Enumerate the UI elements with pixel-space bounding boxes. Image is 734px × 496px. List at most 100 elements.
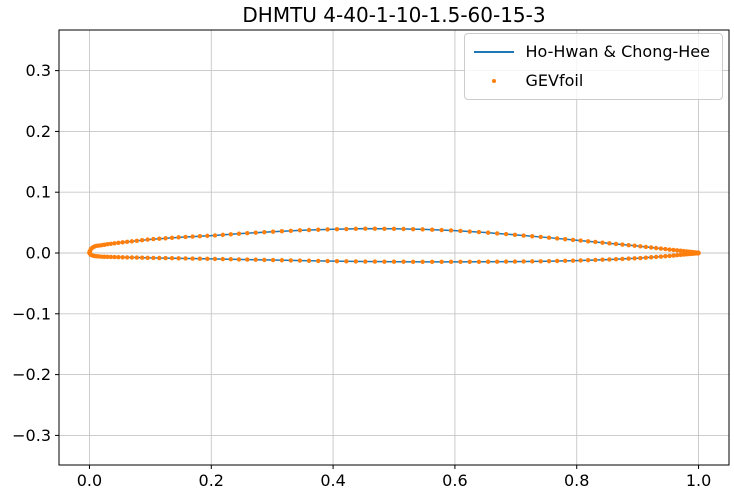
gevfoil-marker xyxy=(151,236,156,242)
legend-line-swatch xyxy=(473,42,514,62)
gevfoil-marker xyxy=(632,256,637,261)
y-tick-label: 0.3 xyxy=(26,61,51,80)
gevfoil-marker xyxy=(585,258,591,263)
gevfoil-marker xyxy=(236,231,242,236)
gevfoil-marker xyxy=(439,227,444,233)
gevfoil-marker xyxy=(530,234,535,239)
gevfoil-marker xyxy=(253,257,258,262)
legend-dot-swatch xyxy=(474,71,514,91)
gevfoil-marker xyxy=(663,254,668,259)
gevfoil-marker xyxy=(169,256,175,261)
gevfoil-marker xyxy=(562,236,568,242)
gevfoil-marker xyxy=(382,259,387,264)
legend: Ho-Hwan & Chong-Hee GEVfoil xyxy=(463,33,723,100)
gevfoil-marker xyxy=(353,259,359,264)
gevfoil-marker xyxy=(363,226,368,231)
gevfoil-marker xyxy=(674,248,680,253)
gevfoil-marker xyxy=(530,259,535,264)
gevfoil-marker xyxy=(176,256,181,261)
gevfoil-marker xyxy=(325,227,330,232)
legend-item-scatter-series: GEVfoil xyxy=(474,71,711,91)
gevfoil-marker xyxy=(667,253,672,259)
y-tick-label: −0.2 xyxy=(12,365,51,384)
gevfoil-marker xyxy=(112,241,117,246)
gevfoil-marker xyxy=(503,259,509,264)
gevfoil-marker xyxy=(620,242,625,247)
gevfoil-marker xyxy=(344,226,349,232)
gevfoil-marker xyxy=(108,241,114,246)
legend-item-line-series: Ho-Hwan & Chong-Hee xyxy=(473,42,711,62)
gevfoil-marker xyxy=(467,229,472,234)
gevfoil-marker xyxy=(626,242,631,248)
gevfoil-marker xyxy=(620,256,625,262)
gevfoil-marker xyxy=(410,226,416,232)
gevfoil-marker xyxy=(270,229,276,234)
gevfoil-marker xyxy=(667,247,672,252)
y-tick-label: 0.1 xyxy=(26,183,51,202)
gevfoil-marker xyxy=(134,238,140,243)
gevfoil-marker xyxy=(420,227,425,232)
gevfoil-marker xyxy=(429,227,435,232)
gevfoil-marker xyxy=(116,255,121,260)
x-tick-label: 0.8 xyxy=(564,471,589,490)
gevfoil-marker xyxy=(145,237,150,242)
gevfoil-marker xyxy=(212,233,218,238)
gevfoil-marker xyxy=(288,228,294,233)
gevfoil-marker xyxy=(151,255,156,261)
gevfoil-marker xyxy=(653,245,659,251)
gevfoil-marker xyxy=(494,259,500,264)
gevfoil-marker xyxy=(245,257,250,262)
gevfoil-marker xyxy=(297,258,303,263)
y-tick-label: 0.0 xyxy=(26,244,51,263)
gevfoil-marker xyxy=(228,257,234,262)
gevfoil-marker xyxy=(410,259,416,264)
chart-title: DHMTU 4-40-1-10-1.5-60-15-3 xyxy=(242,3,546,27)
legend-label: GEVfoil xyxy=(525,71,584,90)
gevfoil-marker xyxy=(124,255,130,260)
gevfoil-marker xyxy=(157,255,162,261)
gevfoil-scatter-points xyxy=(87,226,701,265)
gevfoil-marker xyxy=(116,240,121,246)
gevfoil-marker xyxy=(124,239,130,245)
gevfoil-marker xyxy=(129,255,135,260)
gevfoil-marker xyxy=(183,234,188,240)
gevfoil-marker xyxy=(593,239,598,245)
gevfoil-marker xyxy=(658,246,664,251)
gevfoil-marker xyxy=(429,259,435,265)
gevfoil-marker xyxy=(325,258,330,264)
gevfoil-marker xyxy=(626,256,631,261)
gevfoil-marker xyxy=(205,256,210,261)
gevfoil-marker xyxy=(512,259,518,264)
gevfoil-marker xyxy=(439,259,444,265)
gevfoil-marker xyxy=(521,233,526,238)
gevfoil-marker xyxy=(600,240,605,245)
gevfoil-marker xyxy=(600,257,605,262)
gevfoil-marker xyxy=(638,244,643,249)
gevfoil-marker xyxy=(197,234,203,239)
gevfoil-marker xyxy=(112,254,117,260)
x-tick-label: 0.2 xyxy=(199,471,224,490)
gevfoil-marker xyxy=(316,258,321,264)
line-sample-icon xyxy=(473,51,514,53)
gevfoil-marker xyxy=(585,239,591,244)
gevfoil-marker xyxy=(253,230,258,235)
gevfoil-marker xyxy=(546,235,552,240)
gevfoil-marker xyxy=(546,258,552,264)
gevfoil-marker xyxy=(382,226,387,231)
legend-label: Ho-Hwan & Chong-Hee xyxy=(525,42,711,61)
gevfoil-marker xyxy=(163,255,168,261)
x-tick-label: 0.6 xyxy=(442,471,467,490)
gevfoil-marker xyxy=(102,254,107,259)
gevfoil-marker xyxy=(270,257,276,263)
gevfoil-marker xyxy=(458,259,463,265)
gevfoil-marker xyxy=(467,259,472,264)
gevfoil-marker xyxy=(503,231,509,237)
gevfoil-marker xyxy=(401,259,406,264)
gevfoil-marker xyxy=(696,250,701,256)
gevfoil-marker xyxy=(134,255,140,260)
gevfoil-marker xyxy=(538,259,543,264)
gevfoil-marker xyxy=(512,232,518,238)
gevfoil-marker xyxy=(658,254,664,259)
gevfoil-marker xyxy=(613,256,619,262)
gevfoil-marker xyxy=(613,241,619,247)
